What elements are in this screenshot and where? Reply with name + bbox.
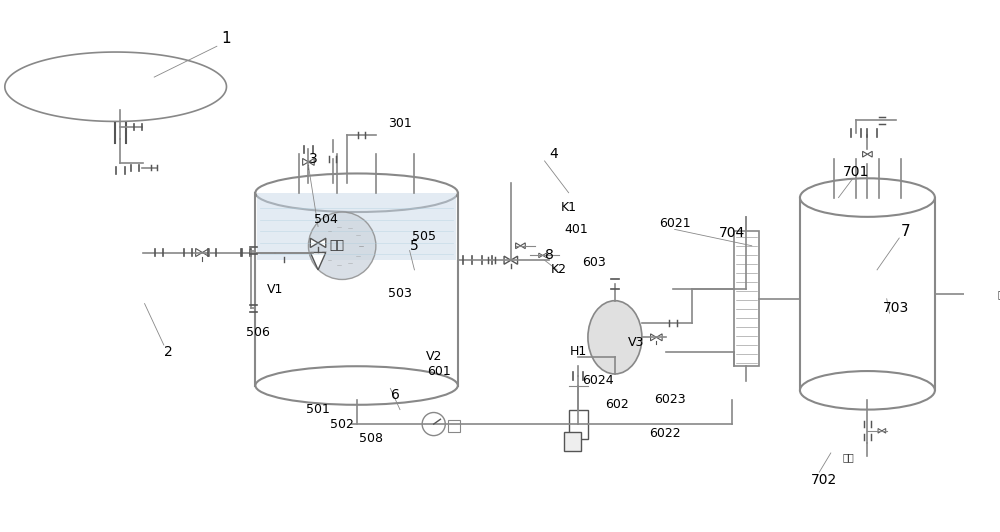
Text: 6023: 6023	[654, 394, 686, 406]
Polygon shape	[284, 248, 292, 257]
Polygon shape	[539, 253, 543, 257]
Text: 6021: 6021	[659, 217, 690, 230]
Text: K2: K2	[551, 263, 567, 276]
Text: V3: V3	[628, 336, 644, 348]
Polygon shape	[656, 334, 662, 341]
Text: 1: 1	[222, 31, 231, 46]
Text: 502: 502	[330, 418, 354, 430]
Text: 503: 503	[388, 287, 412, 301]
Text: 505: 505	[412, 230, 436, 243]
Text: 704: 704	[719, 226, 746, 240]
Polygon shape	[310, 238, 318, 247]
Text: 701: 701	[843, 164, 869, 179]
Polygon shape	[863, 151, 867, 157]
Text: 6022: 6022	[649, 427, 681, 440]
Text: 504: 504	[314, 213, 338, 226]
Polygon shape	[318, 238, 326, 247]
Ellipse shape	[800, 178, 935, 217]
Polygon shape	[196, 248, 202, 256]
Bar	[448, 420, 460, 432]
Polygon shape	[878, 428, 882, 433]
Bar	[257, 193, 456, 260]
Polygon shape	[651, 334, 656, 341]
Ellipse shape	[255, 366, 458, 405]
Ellipse shape	[255, 173, 458, 212]
Text: 508: 508	[359, 432, 383, 445]
Polygon shape	[202, 248, 209, 256]
Bar	[734, 231, 759, 366]
Bar	[564, 432, 581, 451]
Polygon shape	[967, 289, 976, 299]
Polygon shape	[867, 151, 872, 157]
Bar	[569, 410, 588, 438]
Polygon shape	[310, 253, 326, 270]
Bar	[800, 197, 935, 390]
Text: 501: 501	[306, 403, 330, 416]
Circle shape	[308, 212, 376, 279]
Polygon shape	[516, 243, 520, 248]
Text: K1: K1	[561, 201, 577, 214]
Polygon shape	[308, 159, 314, 165]
Text: 702: 702	[811, 473, 837, 487]
Text: 401: 401	[564, 223, 588, 236]
Text: 4: 4	[550, 147, 559, 161]
Polygon shape	[504, 256, 511, 264]
Text: 602: 602	[605, 398, 629, 411]
Ellipse shape	[800, 371, 935, 410]
Text: 6024: 6024	[582, 374, 613, 387]
Text: 603: 603	[582, 256, 606, 269]
Text: 浮球: 浮球	[330, 239, 345, 252]
Text: 301: 301	[388, 117, 412, 130]
Text: 蒸汽: 蒸汽	[998, 289, 1000, 299]
Text: 排气: 排气	[842, 452, 854, 462]
Bar	[255, 193, 458, 386]
Text: 6: 6	[391, 388, 400, 402]
Text: 601: 601	[427, 364, 450, 378]
Polygon shape	[511, 256, 518, 264]
Text: 5: 5	[410, 239, 419, 253]
Text: 703: 703	[883, 302, 909, 315]
Text: V1: V1	[266, 282, 283, 296]
Text: 506: 506	[246, 326, 270, 339]
Ellipse shape	[588, 301, 642, 374]
Text: 3: 3	[309, 152, 318, 166]
Text: 2: 2	[164, 345, 173, 359]
Polygon shape	[543, 253, 546, 257]
Polygon shape	[5, 52, 226, 121]
Polygon shape	[277, 248, 284, 257]
Polygon shape	[303, 159, 308, 165]
Text: 8: 8	[545, 248, 554, 262]
Circle shape	[422, 412, 445, 436]
Text: H1: H1	[570, 345, 587, 358]
Polygon shape	[882, 428, 886, 433]
Polygon shape	[520, 243, 525, 248]
Text: 7: 7	[901, 224, 911, 239]
Text: V2: V2	[426, 350, 442, 363]
